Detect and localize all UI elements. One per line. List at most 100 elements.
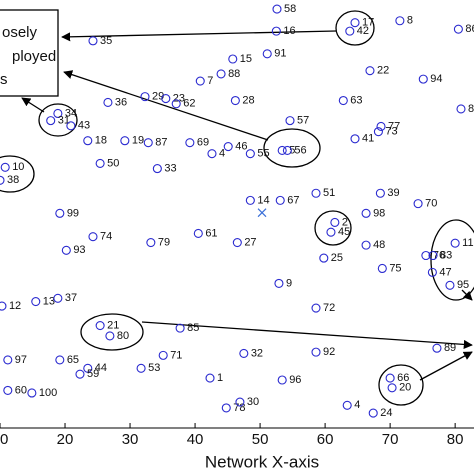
- node: [88, 36, 98, 46]
- node: [158, 350, 168, 360]
- node: [185, 138, 195, 148]
- node: [245, 195, 255, 205]
- node-label: 8: [468, 103, 474, 115]
- node: [232, 237, 242, 248]
- x-tick-label: 70: [382, 431, 399, 448]
- node: [61, 245, 71, 255]
- node-label: 30: [247, 396, 259, 408]
- node-label: 29: [152, 91, 164, 103]
- node-label: 95: [457, 279, 469, 291]
- node-label: 20: [399, 382, 411, 394]
- node: [421, 250, 431, 261]
- node-label: 70: [425, 198, 437, 210]
- node-label: 9: [286, 277, 292, 289]
- node: [223, 142, 233, 152]
- ellipse: [38, 103, 78, 137]
- node-label: 65: [67, 354, 79, 366]
- node: [262, 49, 272, 59]
- node-label: 77: [388, 120, 400, 132]
- arrow: [461, 289, 473, 301]
- x-tick-label: 40: [187, 431, 204, 448]
- node: [239, 348, 249, 358]
- node-label: 24: [380, 407, 392, 419]
- node: [338, 95, 348, 106]
- node-label: 48: [373, 239, 385, 251]
- node-label: 21: [107, 319, 119, 331]
- node: [271, 26, 281, 36]
- node: [277, 375, 287, 385]
- node: [195, 76, 205, 86]
- node-label: 83: [440, 249, 452, 261]
- node: [193, 228, 203, 239]
- node-label: 60: [15, 384, 27, 396]
- node-label: 31: [58, 115, 70, 127]
- node-label: 69: [197, 137, 209, 149]
- node: [31, 296, 41, 307]
- node: [365, 66, 375, 76]
- arrow: [419, 351, 473, 381]
- node-label: 35: [100, 35, 112, 47]
- node-label: 39: [387, 187, 399, 199]
- node-label: 13: [43, 295, 55, 307]
- node-label: 67: [287, 194, 299, 206]
- annotation-line: s: [0, 71, 8, 88]
- node-label: 79: [158, 236, 170, 248]
- node-label: 28: [242, 94, 254, 106]
- node: [171, 99, 181, 109]
- node-label: 66: [397, 372, 409, 384]
- node-label: 33: [164, 163, 176, 175]
- node: [143, 138, 153, 148]
- node-label: 23: [173, 92, 185, 104]
- node: [83, 136, 93, 146]
- arrow: [21, 97, 45, 113]
- node-label: 12: [9, 300, 21, 312]
- node: [207, 149, 217, 159]
- node-label: 43: [78, 120, 90, 132]
- node-label: 16: [283, 25, 295, 37]
- ellipse: [314, 210, 352, 246]
- node: [361, 208, 371, 218]
- node-label: 58: [284, 3, 296, 15]
- node-label: 96: [289, 374, 301, 386]
- annotation-box: [0, 9, 59, 97]
- node: [0, 162, 10, 172]
- node: [120, 136, 130, 146]
- x-tick-label: 20: [57, 431, 74, 448]
- ellipse: [378, 364, 424, 406]
- node-label: 91: [274, 48, 286, 60]
- node: [345, 26, 355, 36]
- node-label: 93: [73, 244, 85, 256]
- arrow: [63, 70, 269, 141]
- node-label: 41: [362, 133, 374, 145]
- node: [375, 188, 385, 198]
- sink-marker: [257, 208, 267, 218]
- node: [140, 92, 150, 102]
- node-label: 2: [342, 216, 348, 228]
- node: [0, 301, 7, 311]
- node-label: 86: [465, 23, 474, 35]
- node: [311, 303, 321, 313]
- node-label: 19: [132, 135, 144, 147]
- node: [385, 373, 395, 383]
- node-label: 87: [155, 137, 167, 149]
- node: [361, 240, 371, 250]
- node: [319, 253, 329, 263]
- node-label: 75: [389, 262, 401, 274]
- ellipse: [80, 313, 144, 351]
- node-label: 50: [107, 157, 119, 169]
- node: [395, 16, 405, 26]
- node-label: 89: [444, 342, 456, 354]
- node-label: 42: [357, 25, 369, 37]
- node: [152, 164, 162, 174]
- node: [228, 54, 238, 64]
- node: [83, 363, 93, 373]
- node: [146, 237, 156, 248]
- node: [88, 232, 98, 242]
- node: [373, 127, 383, 137]
- node: [105, 331, 115, 341]
- node-label: 51: [323, 187, 335, 199]
- node: [326, 227, 336, 237]
- node: [311, 347, 321, 357]
- node-label: 15: [240, 53, 252, 65]
